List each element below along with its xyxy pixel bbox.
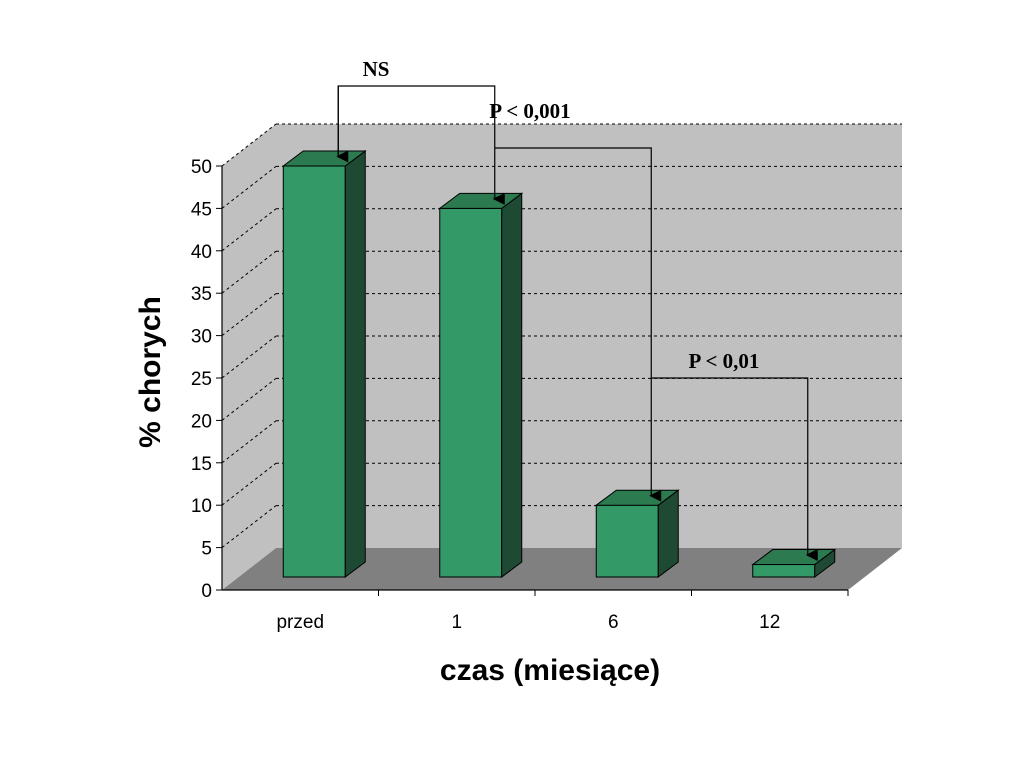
- significance-label: P < 0,001: [489, 99, 570, 123]
- y-tick-label: 45: [191, 199, 212, 220]
- significance-bracket: [494, 147, 662, 502]
- significance-bracket: [651, 377, 818, 562]
- x-tick-label: przed: [276, 612, 324, 633]
- y-tick-label: 40: [191, 242, 212, 263]
- bar: [595, 504, 659, 578]
- y-tick-label: 5: [201, 539, 212, 560]
- y-tick-label: 50: [191, 157, 212, 178]
- y-tick-label: 35: [191, 284, 212, 305]
- y-tick-label: 0: [201, 581, 212, 602]
- x-tick-label: 6: [608, 612, 619, 633]
- significance-label: P < 0,01: [689, 349, 760, 373]
- bar: [752, 564, 816, 578]
- floor: [222, 548, 902, 590]
- bar-side: [344, 150, 366, 578]
- bar-side: [501, 192, 523, 578]
- y-tick-label: 20: [191, 411, 212, 432]
- x-tick-label: 1: [451, 612, 462, 633]
- side-wall: [222, 124, 276, 590]
- y-tick-label: 15: [191, 454, 212, 475]
- x-axis-title: czas (miesiące): [440, 654, 660, 687]
- significance-label: NS: [363, 57, 390, 81]
- y-tick-label: 30: [191, 327, 212, 348]
- bar: [439, 207, 503, 578]
- y-tick-label: 10: [191, 496, 212, 517]
- x-tick-label: 12: [759, 612, 780, 633]
- bar: [282, 165, 346, 578]
- y-axis-title: % chorych: [134, 296, 167, 448]
- y-tick-label: 25: [191, 369, 212, 390]
